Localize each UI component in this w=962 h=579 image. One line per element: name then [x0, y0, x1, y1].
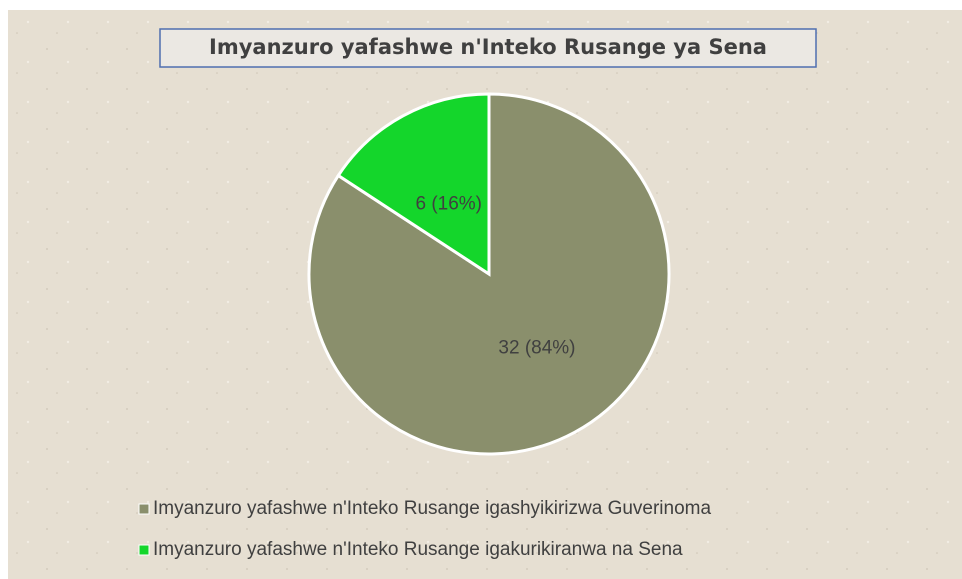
chart-title: Imyanzuro yafashwe n'Inteko Rusange ya S… [209, 35, 767, 59]
legend-label: Imyanzuro yafashwe n'Inteko Rusange igas… [153, 498, 711, 519]
legend-swatch [138, 503, 150, 515]
legend-label: Imyanzuro yafashwe n'Inteko Rusange igak… [153, 539, 683, 560]
data-label: 32 (84%) [498, 338, 575, 359]
pie-slice [336, 92, 491, 277]
legend-swatch [138, 544, 150, 556]
title-box [159, 28, 817, 68]
data-label: 6 (16%) [415, 194, 482, 215]
